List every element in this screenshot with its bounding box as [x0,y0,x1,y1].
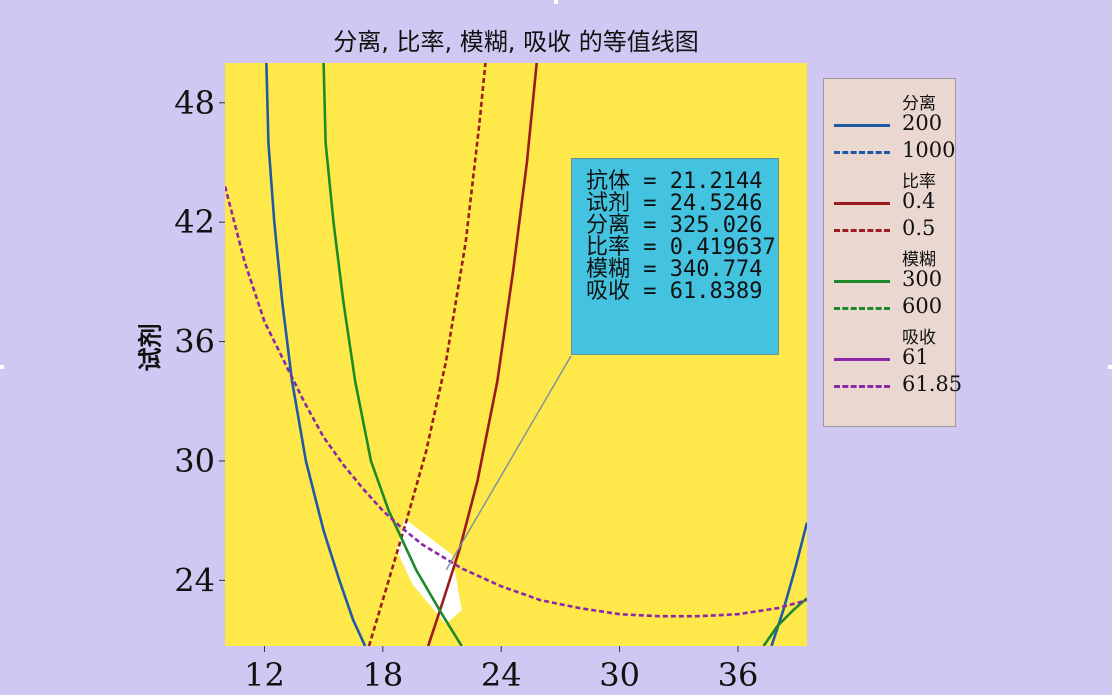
y-axis-label: 试剂 [136,323,165,372]
annotation-leader-line [445,355,572,571]
legend-group-title: 比率 [902,172,936,192]
y-tick-label: 48 [174,84,215,122]
contour-line-比率-0.5 [367,63,487,646]
legend-entry: 0.4 [824,189,957,215]
annotation-line: 分离 = 325.026 [586,213,763,238]
contour-line-分离-200 [265,63,367,646]
legend-swatch [834,151,890,154]
legend-label: 200 [902,111,943,135]
chart-title: 分离, 比率, 模糊, 吸收 的等值线图 [333,28,699,56]
x-tick-label: 24 [481,656,522,694]
legend-swatch [834,280,890,283]
y-tick-label: 36 [174,323,215,361]
annotation-line: 比率 = 0.419637 [586,235,776,260]
contour-lines [225,63,807,646]
legend-entry: 300 [824,267,957,293]
x-tick-label: 36 [718,656,759,694]
legend-label: 1000 [902,138,956,162]
y-tick-label: 30 [174,442,215,480]
legend-swatch [834,307,890,310]
legend: 分离 200 1000 比率 0.4 0.5 模糊 300 600 吸收 61 61.85 [823,78,962,427]
legend-entry: 61 [824,345,957,371]
legend-entry: 61.85 [824,372,962,398]
contour-line-比率-0.4 [426,63,538,646]
feasible-region [396,518,462,625]
resize-handle-right[interactable] [1108,365,1112,369]
resize-handle-left[interactable] [0,365,4,369]
legend-group-title: 吸收 [902,328,936,348]
annotation-line: 吸收 = 61.8389 [586,279,763,304]
contour-line-模糊-300 [322,63,463,646]
annotation-line: 模糊 = 340.774 [586,257,763,282]
legend-swatch [834,202,890,205]
legend-swatch [834,229,890,232]
annotation-box: 抗体 = 21.2144 试剂 = 24.5246 分离 = 325.026 比率 =… [571,158,779,355]
x-tick-label: 12 [244,656,285,694]
x-tick-label: 30 [599,656,640,694]
legend-label: 0.4 [902,189,936,213]
legend-group-title: 分离 [902,94,936,114]
contour-line-模糊-300 [762,597,807,646]
legend-group-title: 模糊 [902,250,936,270]
x-tick-label: 18 [362,656,403,694]
legend-swatch [834,385,890,388]
contour-line-吸收-61.85 [225,186,807,618]
annotation-line: 试剂 = 24.5246 [586,191,763,216]
legend-label: 61 [902,345,929,369]
legend-swatch [834,124,890,127]
legend-label: 0.5 [902,216,936,240]
legend-swatch [834,358,890,361]
legend-entry: 1000 [824,138,957,164]
y-tick-label: 42 [174,203,215,241]
legend-label: 600 [902,294,943,318]
resize-handle-top[interactable] [554,0,558,4]
legend-entry: 600 [824,294,957,320]
legend-label: 61.85 [902,372,963,396]
annotation-line: 抗体 = 21.2144 [586,169,763,194]
legend-label: 300 [902,267,943,291]
legend-entry: 200 [824,111,957,137]
y-tick-label: 24 [174,561,215,599]
legend-entry: 0.5 [824,216,957,242]
